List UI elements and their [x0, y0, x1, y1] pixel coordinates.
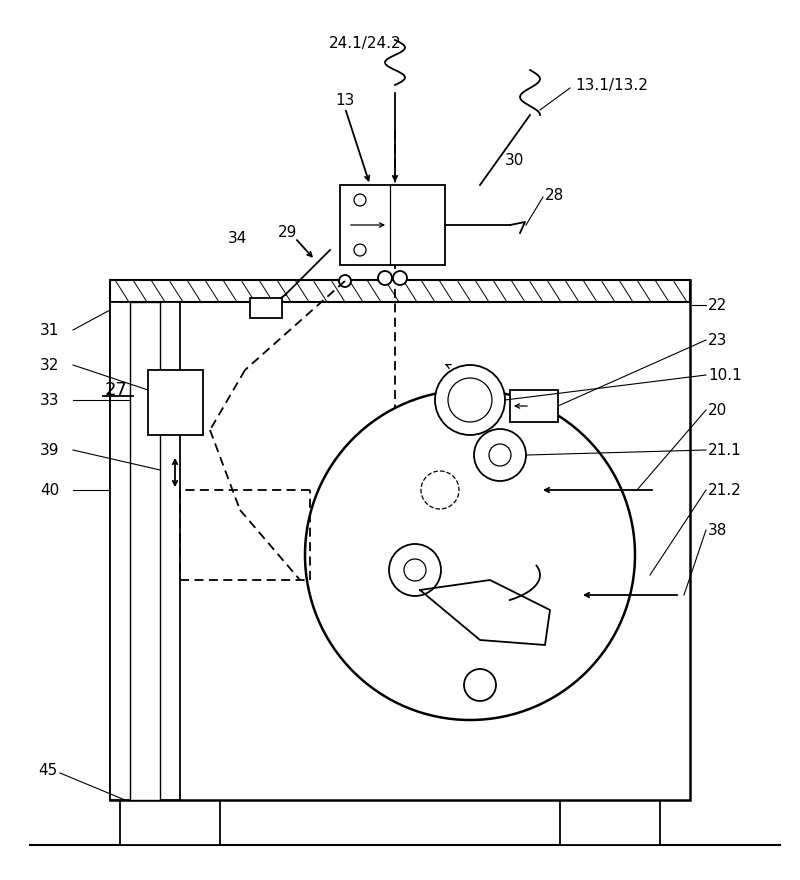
- Text: 33: 33: [40, 392, 59, 407]
- Bar: [250, 298, 282, 318]
- Text: 30: 30: [505, 152, 524, 167]
- Circle shape: [489, 444, 511, 466]
- Bar: [110, 302, 180, 800]
- Text: 31: 31: [40, 322, 59, 338]
- Text: 24.1/24.2: 24.1/24.2: [329, 35, 402, 50]
- Circle shape: [448, 378, 492, 422]
- Text: 27: 27: [105, 381, 128, 399]
- Circle shape: [464, 669, 496, 701]
- Bar: [110, 280, 690, 302]
- Circle shape: [389, 544, 441, 596]
- Circle shape: [404, 559, 426, 581]
- Circle shape: [393, 271, 407, 285]
- Bar: [130, 302, 160, 800]
- Circle shape: [435, 365, 505, 435]
- Circle shape: [378, 271, 392, 285]
- Text: 28: 28: [545, 187, 564, 202]
- Circle shape: [339, 275, 351, 287]
- Text: 32: 32: [40, 357, 59, 372]
- Text: 10.1: 10.1: [708, 368, 742, 383]
- Text: 21.2: 21.2: [708, 482, 742, 497]
- Text: 13.1/13.2: 13.1/13.2: [575, 77, 648, 92]
- Circle shape: [354, 244, 366, 256]
- Bar: [110, 280, 690, 800]
- Text: 23: 23: [708, 333, 727, 348]
- Text: 13: 13: [335, 92, 354, 107]
- Bar: [560, 800, 660, 845]
- Bar: [510, 390, 558, 422]
- Text: 40: 40: [40, 482, 59, 497]
- Text: 45: 45: [38, 762, 58, 778]
- Text: 29: 29: [278, 224, 298, 239]
- Text: 21.1: 21.1: [708, 443, 742, 458]
- Text: 20: 20: [708, 402, 727, 417]
- Bar: [120, 800, 220, 845]
- Text: 39: 39: [40, 443, 59, 458]
- Text: 22: 22: [708, 297, 727, 312]
- Circle shape: [305, 390, 635, 720]
- Circle shape: [354, 194, 366, 206]
- Bar: [148, 370, 203, 435]
- Circle shape: [474, 429, 526, 481]
- Text: 38: 38: [708, 523, 727, 538]
- Text: 34: 34: [227, 231, 246, 246]
- Circle shape: [421, 471, 459, 509]
- Bar: [340, 185, 445, 265]
